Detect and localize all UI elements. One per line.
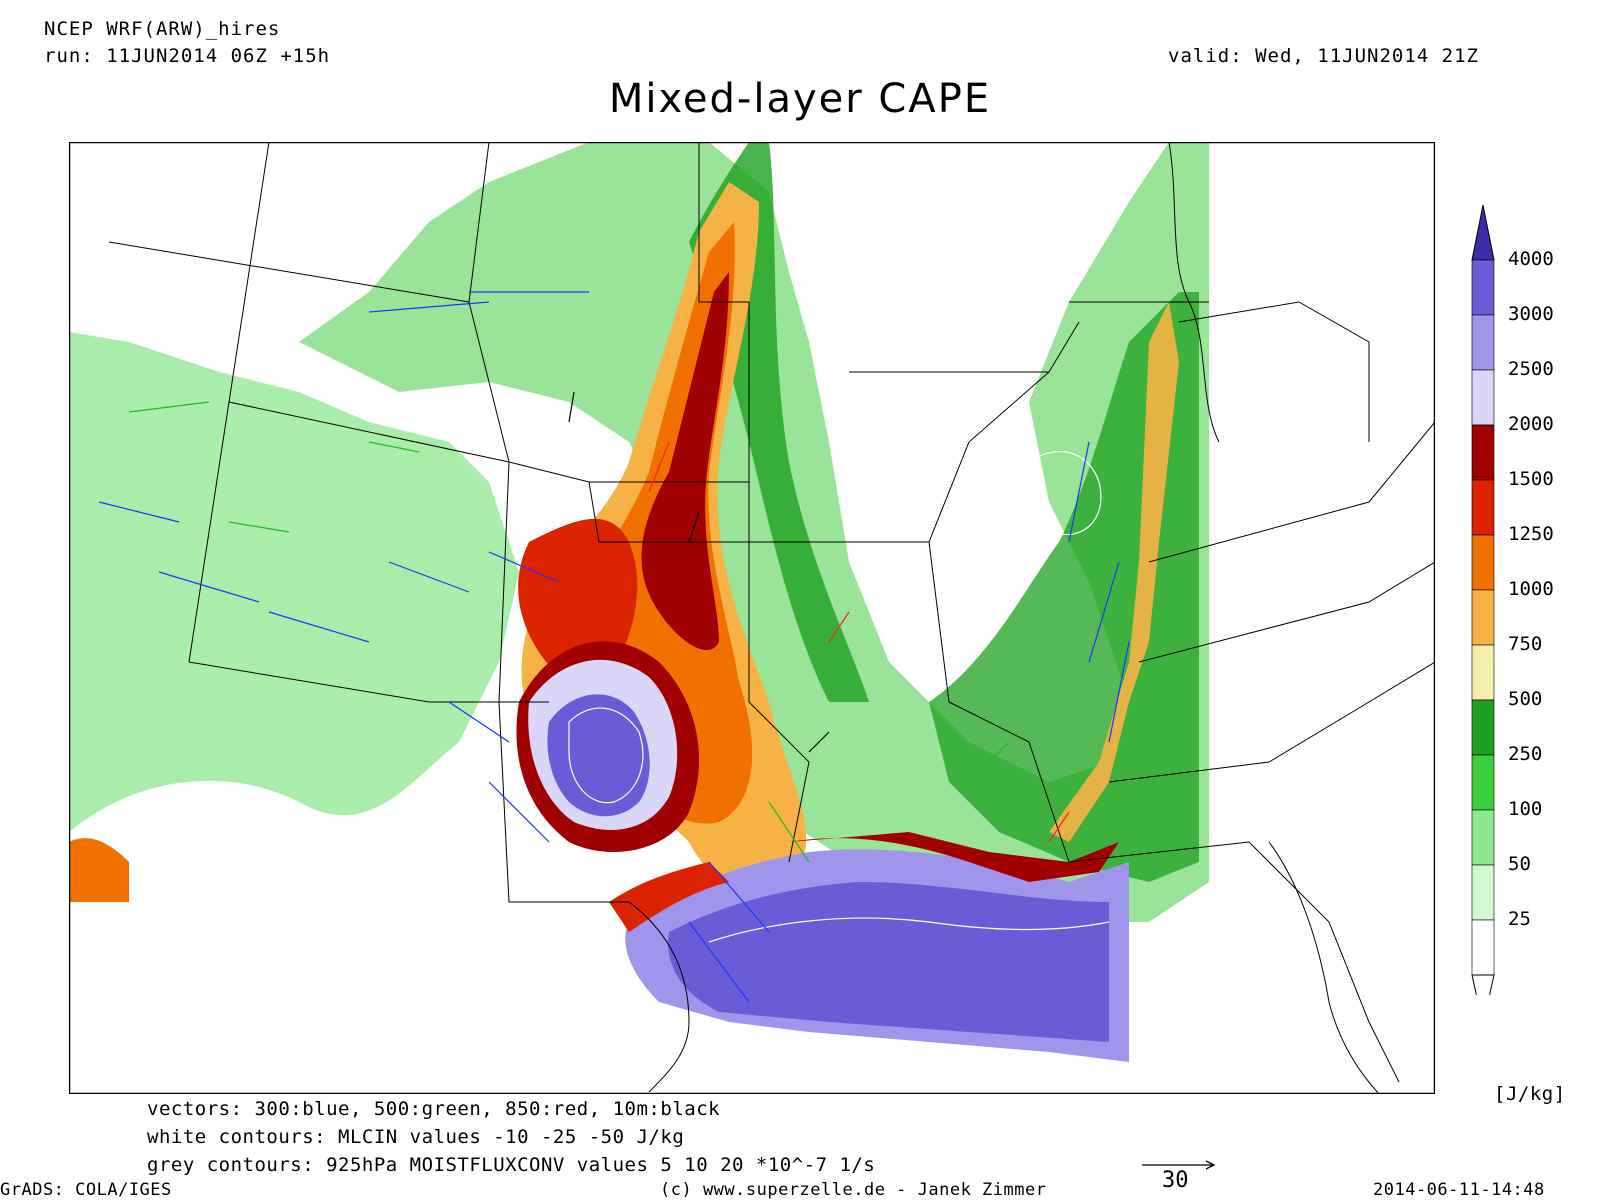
colorbar-tick-label: 1250 [1508, 523, 1554, 545]
plot-date: 2014-06-11-14:48 [1373, 1180, 1545, 1200]
colorbar-box [1471, 699, 1495, 756]
colorbar-tick-label: 250 [1508, 743, 1543, 765]
state-borders [108, 142, 1435, 1083]
colorbar-box [1471, 259, 1495, 316]
colorbar-box [1471, 919, 1495, 976]
run-time: run: 11JUN2014 06Z +15h [44, 45, 331, 67]
colorbar-tick-label: 3000 [1508, 303, 1554, 325]
colorbar [1471, 205, 1495, 995]
colorbar-box [1471, 809, 1495, 866]
coastline [628, 142, 1380, 1094]
colorbar-top-arrow [1471, 205, 1495, 261]
colorbar-box [1471, 589, 1495, 646]
colorbar-tick-label: 4000 [1508, 248, 1554, 270]
software-credit: GrADS: COLA/IGES [0, 1180, 172, 1200]
cape-shading [69, 142, 1209, 1062]
legend-grey-contours: grey contours: 925hPa MOISTFLUXCONV valu… [147, 1154, 876, 1176]
colorbar-box [1471, 424, 1495, 481]
cin-contours [568, 451, 1110, 943]
colorbar-box [1471, 864, 1495, 921]
legend-white-contours: white contours: MLCIN values -10 -25 -50… [147, 1126, 685, 1148]
colorbar-tick-label: 750 [1508, 633, 1543, 655]
colorbar-unit: [J/kg] [1494, 1083, 1566, 1105]
colorbar-box [1471, 479, 1495, 536]
model-name: NCEP WRF(ARW)_hires [44, 18, 281, 40]
colorbar-tick-label: 500 [1508, 688, 1543, 710]
reference-vector-value: 30 [1162, 1168, 1189, 1193]
colorbar-box [1471, 644, 1495, 701]
map-title: Mixed-layer CAPE [608, 76, 992, 122]
colorbar-tick-label: 1000 [1508, 578, 1554, 600]
legend-vectors: vectors: 300:blue, 500:green, 850:red, 1… [147, 1098, 721, 1120]
colorbar-bottom-arrow [1471, 974, 1495, 995]
wind-vectors [98, 291, 1130, 1003]
colorbar-box [1471, 534, 1495, 591]
colorbar-box [1471, 314, 1495, 371]
cape-map [69, 142, 1435, 1094]
colorbar-tick-label: 100 [1508, 798, 1543, 820]
author-credit: (c) www.superzelle.de - Janek Zimmer [660, 1180, 1047, 1200]
colorbar-tick-label: 25 [1508, 908, 1531, 930]
colorbar-box [1471, 369, 1495, 426]
reference-vector-arrow [1142, 1160, 1216, 1170]
colorbar-tick-label: 2500 [1508, 358, 1554, 380]
colorbar-box [1471, 754, 1495, 811]
colorbar-tick-label: 1500 [1508, 468, 1554, 490]
valid-time: valid: Wed, 11JUN2014 21Z [1168, 45, 1479, 67]
colorbar-tick-label: 50 [1508, 853, 1531, 875]
colorbar-tick-label: 2000 [1508, 413, 1554, 435]
